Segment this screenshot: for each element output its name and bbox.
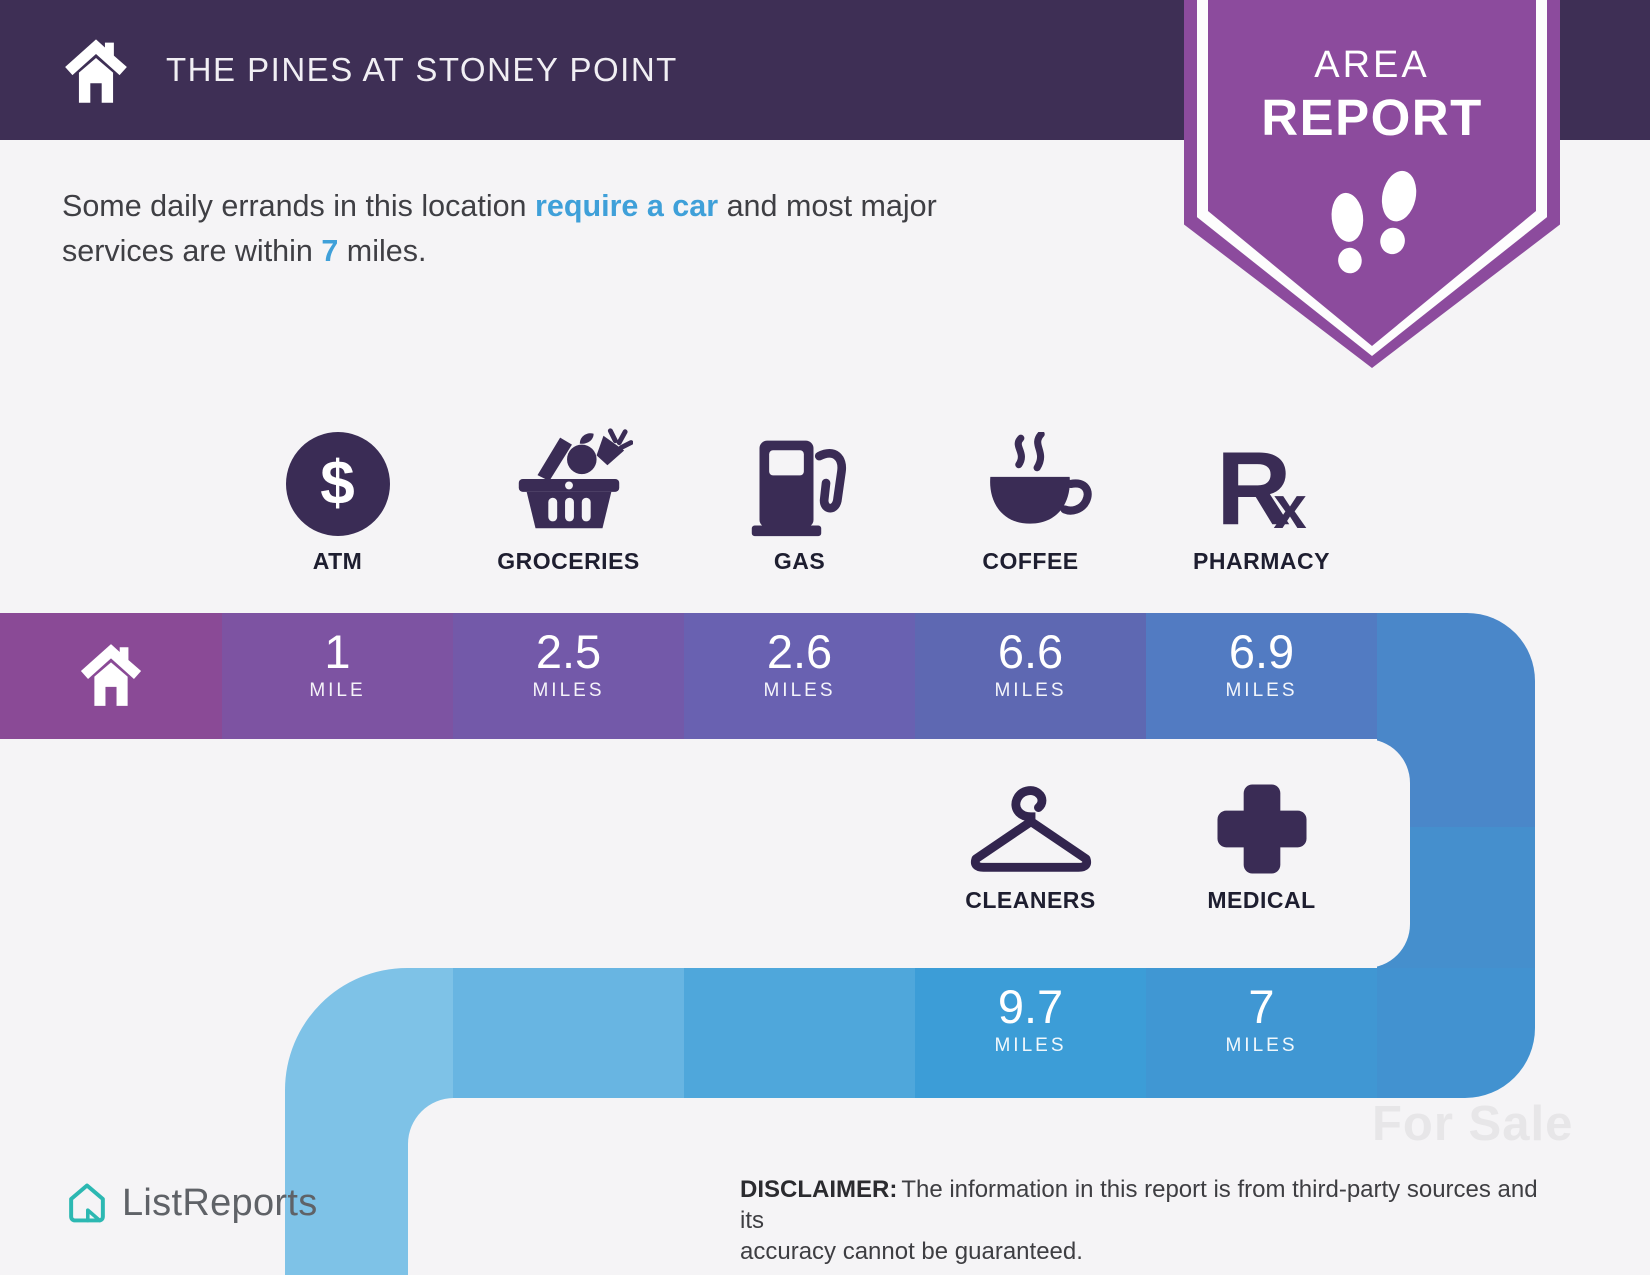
distance-segment-coffee: 6.6 MILES <box>915 613 1146 739</box>
area-report-badge: AREA REPORT <box>1184 0 1560 368</box>
gas-icon-wrap <box>684 398 915 538</box>
track-segment-plain-1 <box>453 968 684 1098</box>
hanger-icon <box>970 786 1091 872</box>
distance-segment-pharmacy: 6.9 MILES <box>1146 613 1377 739</box>
coffee-icon-wrap <box>915 398 1146 538</box>
listreports-house-icon <box>69 1183 105 1223</box>
distance-value: 7 <box>1248 980 1275 1033</box>
distance-segment-medical: 7 MILES <box>1146 968 1377 1098</box>
disclaimer-line2: accuracy cannot be guaranteed. <box>740 1238 1083 1265</box>
track-home-segment <box>0 613 222 739</box>
distance-unit: MILES <box>532 679 605 701</box>
distance-unit: MILES <box>994 679 1067 701</box>
gas-pump-icon <box>751 440 846 537</box>
grocery-basket-icon <box>518 428 633 529</box>
disclaimer-text: DISCLAIMER: The information in this repor… <box>740 1174 1560 1267</box>
disclaimer-line1: The information in this report is from t… <box>740 1176 1538 1234</box>
distance-value: 6.9 <box>1228 625 1295 678</box>
medical-cross-icon <box>1216 784 1307 874</box>
distance-value: 1 <box>324 625 351 678</box>
track-segment-plain-2 <box>684 968 915 1098</box>
service-label-groceries: GROCERIES <box>497 548 640 574</box>
service-label-cleaners: CLEANERS <box>965 887 1096 913</box>
badge-title-line1: AREA <box>1314 44 1430 86</box>
rx-icon: R x <box>1216 431 1307 548</box>
intro-text: Some daily errands in this location requ… <box>62 184 1142 274</box>
distance-value: 9.7 <box>997 980 1064 1033</box>
coffee-cup-icon <box>989 432 1092 524</box>
service-column-pharmacy: R x PHARMACY <box>1146 398 1377 575</box>
cleaners-icon-wrap <box>915 739 1146 877</box>
brand-name: ListReports <box>122 1181 318 1224</box>
intro-highlight-miles: 7 <box>321 234 339 268</box>
cleaners-medical-panel: CLEANERS MEDICAL <box>855 739 1410 968</box>
distance-segment-atm: 1 MILE <box>222 613 453 739</box>
service-label-pharmacy: PHARMACY <box>1193 548 1330 574</box>
distance-segment-cleaners: 9.7 MILES <box>915 968 1146 1098</box>
groceries-icon-wrap <box>453 398 684 538</box>
medical-icon-wrap <box>1146 739 1377 877</box>
service-column-atm: $ ATM <box>222 398 453 575</box>
pharmacy-icon-wrap: R x <box>1146 398 1377 548</box>
service-label-atm: ATM <box>312 548 363 574</box>
intro-highlight-car: require a car <box>535 189 719 223</box>
distance-unit: MILES <box>763 679 836 701</box>
page-title: THE PINES AT STONEY POINT <box>166 51 678 88</box>
intro-line1-post: and most major <box>718 189 937 223</box>
track-inner-corner-mask <box>408 1098 540 1275</box>
rx-x-glyph: x <box>1273 474 1307 541</box>
distance-value: 2.5 <box>535 625 602 678</box>
service-column-gas: GAS <box>684 398 915 575</box>
service-column-coffee: COFFEE <box>915 398 1146 575</box>
dollar-glyph: $ <box>320 449 355 518</box>
distance-value: 6.6 <box>997 625 1064 678</box>
service-column-medical: MEDICAL <box>1146 739 1377 914</box>
distance-unit: MILE <box>309 679 366 701</box>
distance-segment-groceries: 2.5 MILES <box>453 613 684 739</box>
distance-segment-gas: 2.6 MILES <box>684 613 915 739</box>
service-column-cleaners: CLEANERS <box>915 739 1146 914</box>
intro-line1-pre: Some daily errands in this location <box>62 189 535 223</box>
service-column-groceries: GROCERIES <box>453 398 684 575</box>
distance-unit: MILES <box>1225 1034 1298 1056</box>
home-icon <box>65 39 127 103</box>
footprints-icon <box>1331 170 1417 274</box>
distance-unit: MILES <box>994 1034 1067 1056</box>
track-corner-bottom-right <box>1377 968 1535 1098</box>
listreports-logo: ListReports <box>64 1180 318 1226</box>
service-label-coffee: COFFEE <box>982 548 1079 574</box>
atm-icon-wrap: $ <box>222 398 453 538</box>
intro-line2-post: miles. <box>338 234 427 268</box>
service-label-gas: GAS <box>773 548 826 574</box>
service-label-medical: MEDICAL <box>1207 887 1316 913</box>
rx-r-glyph: R <box>1216 431 1292 548</box>
disclaimer-label: DISCLAIMER: <box>740 1176 898 1203</box>
dollar-circle-icon: $ <box>285 432 390 536</box>
intro-line2-pre: services are within <box>62 234 322 268</box>
distance-unit: MILES <box>1225 679 1298 701</box>
watermark-text: For Sale <box>1372 1097 1574 1151</box>
distance-value: 2.6 <box>766 625 833 678</box>
badge-title-line2: REPORT <box>1261 89 1483 146</box>
home-icon <box>80 644 142 706</box>
